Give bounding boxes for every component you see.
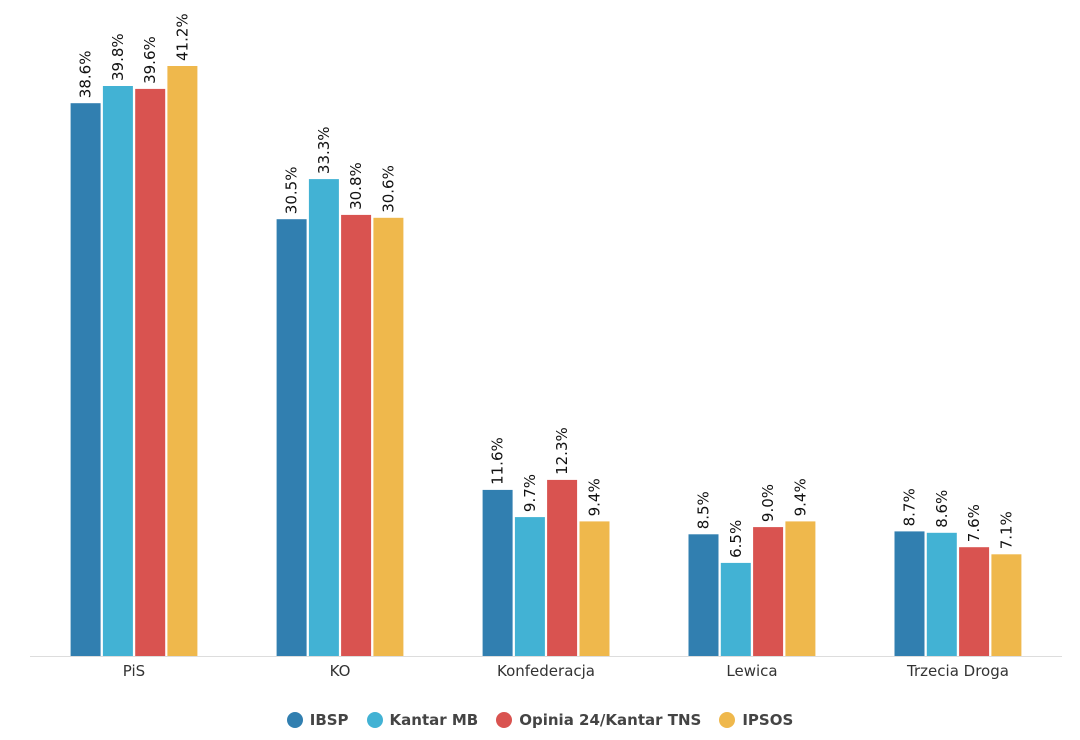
value-label-lewica-opinia-24-kantar-tns: 9.0% — [759, 484, 777, 522]
value-label-ko-opinia-24-kantar-tns: 30.8% — [347, 162, 365, 210]
bar-konfederacja-kantar-mb[interactable] — [514, 517, 545, 656]
category-label-ko: KO — [330, 662, 351, 680]
value-label-lewica-ibsp: 8.5% — [695, 491, 713, 529]
value-label-lewica-kantar-mb: 6.5% — [727, 520, 745, 558]
legend-item-ibsp[interactable]: IBSP — [286, 711, 349, 729]
legend-swatch-ibsp — [286, 712, 303, 728]
value-label-trzecia-droga-opinia-24-kantar-tns: 7.6% — [965, 504, 983, 542]
bar-pis-kantar-mb[interactable] — [102, 86, 133, 656]
bar-lewica-kantar-mb[interactable] — [720, 562, 751, 656]
legend-item-opinia-24-kantar-tns[interactable]: Opinia 24/Kantar TNS — [496, 711, 701, 729]
bar-pis-opinia-24-kantar-tns[interactable] — [135, 88, 166, 656]
value-label-ko-ipsos: 30.6% — [379, 165, 397, 213]
bar-trzecia-droga-opinia-24-kantar-tns[interactable] — [959, 547, 990, 656]
value-label-konfederacja-ipsos: 9.4% — [586, 478, 604, 516]
legend-label-ipsos: IPSOS — [742, 711, 794, 729]
legend-item-ipsos[interactable]: IPSOS — [719, 711, 793, 729]
value-label-pis-opinia-24-kantar-tns: 39.6% — [141, 36, 159, 84]
category-label-konfederacja: Konfederacja — [497, 662, 595, 680]
bar-konfederacja-ipsos[interactable] — [579, 521, 610, 656]
value-label-ko-ibsp: 30.5% — [283, 167, 301, 215]
bar-konfederacja-ibsp[interactable] — [482, 489, 513, 656]
legend-swatch-ipsos — [719, 712, 736, 728]
value-label-trzecia-droga-ibsp: 8.7% — [901, 488, 919, 526]
bar-pis-ibsp[interactable] — [70, 103, 101, 656]
legend-label-opinia-24-kantar-tns: Opinia 24/Kantar TNS — [519, 711, 702, 729]
value-label-trzecia-droga-ipsos: 7.1% — [997, 511, 1015, 549]
bar-ko-kantar-mb[interactable] — [308, 179, 339, 656]
bar-ko-opinia-24-kantar-tns[interactable] — [341, 214, 372, 656]
bars-group — [70, 66, 1022, 657]
bar-trzecia-droga-ibsp[interactable] — [894, 531, 925, 656]
legend-item-kantar-mb[interactable]: Kantar MB — [366, 711, 479, 729]
value-label-ko-kantar-mb: 33.3% — [315, 126, 333, 174]
value-label-pis-ibsp: 38.6% — [77, 51, 95, 99]
bar-lewica-ipsos[interactable] — [785, 521, 816, 656]
bar-lewica-ibsp[interactable] — [688, 534, 719, 656]
value-label-lewica-ipsos: 9.4% — [791, 478, 809, 516]
bar-ko-ipsos[interactable] — [373, 217, 404, 657]
category-label-pis: PiS — [123, 662, 145, 680]
legend: IBSP Kantar MB Opinia 24/Kantar TNS IPSO… — [0, 706, 1080, 734]
value-label-pis-kantar-mb: 39.8% — [109, 33, 127, 81]
value-label-trzecia-droga-kantar-mb: 8.6% — [933, 490, 951, 528]
category-labels-group: PiS KO Konfederacja Lewica Trzecia Droga — [123, 662, 1009, 680]
bar-pis-ipsos[interactable] — [167, 66, 198, 656]
bar-ko-ibsp[interactable] — [276, 219, 307, 656]
legend-swatch-kantar-mb — [366, 712, 383, 728]
value-labels-group: 38.6% 39.8% 39.6% 41.2% 30.5% 33.3% 30.8% 30.6%… — [77, 13, 1016, 558]
value-label-konfederacja-ibsp: 11.6% — [489, 437, 507, 485]
value-label-konfederacja-opinia-24-kantar-tns: 12.3% — [553, 427, 571, 475]
bar-lewica-opinia-24-kantar-tns[interactable] — [753, 527, 784, 656]
category-label-trzecia-droga: Trzecia Droga — [906, 662, 1009, 680]
legend-label-kantar-mb: Kantar MB — [389, 711, 479, 729]
legend-swatch-opinia-24-kantar-tns — [496, 712, 513, 728]
bar-trzecia-droga-kantar-mb[interactable] — [926, 532, 957, 656]
legend-label-ibsp: IBSP — [309, 711, 349, 729]
category-label-lewica: Lewica — [726, 662, 777, 680]
value-label-konfederacja-kantar-mb: 9.7% — [521, 474, 539, 512]
bar-trzecia-droga-ipsos[interactable] — [991, 554, 1022, 656]
bar-konfederacja-opinia-24-kantar-tns[interactable] — [547, 479, 578, 656]
value-label-pis-ipsos: 41.2% — [173, 13, 191, 61]
